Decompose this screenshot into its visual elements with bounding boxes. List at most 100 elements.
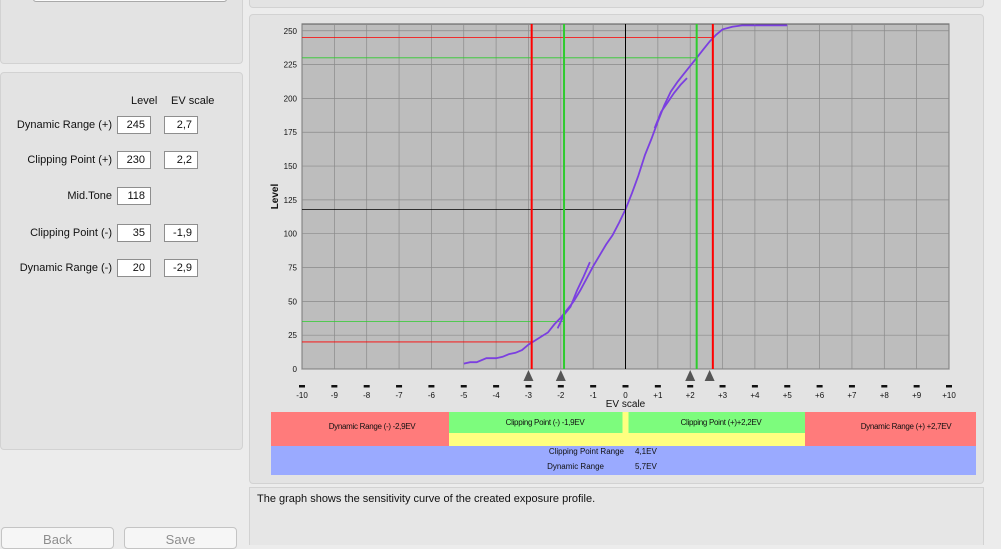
x-tick-mark [363,385,370,388]
x-tick-label: -1 [590,391,598,400]
dynamic-range-plus-band [805,412,976,446]
clipping-point-plus-level-field[interactable]: 230 [117,151,151,169]
x-tick-mark [331,385,338,388]
x-tick-label: -2 [557,391,565,400]
x-tick-label: +4 [750,391,760,400]
level-column-header: Level [131,95,158,107]
x-tick-label: -8 [363,391,371,400]
top-right-strip [249,0,984,8]
clipping-point-minus-band [449,412,623,433]
x-tick-label: -10 [296,391,308,400]
x-tick-mark [557,385,564,388]
description-panel: The graph shows the sensitivity curve of… [249,487,984,545]
y-tick-label: 150 [284,162,298,171]
y-tick-label: 0 [293,365,298,374]
x-tick-mark [751,385,758,388]
x-tick-mark [784,385,791,388]
x-tick-mark [428,385,435,388]
clipping-point-plus-band-label: Clipping Point (+)+2,2EV [681,418,763,427]
x-tick-mark [946,385,952,388]
y-tick-label: 250 [284,27,298,36]
clipping-point-range-band [449,433,805,446]
x-tick-mark [816,385,823,388]
y-tick-label: 175 [284,128,298,137]
marker-triangle [685,370,696,381]
clipping-point-minus-band-label: Clipping Point (-) -1,9EV [506,418,586,427]
x-tick-label: +10 [942,391,956,400]
x-tick-label: +3 [718,391,728,400]
clipping-point-plus-ev-field[interactable]: 2,2 [164,151,198,169]
x-tick-label: +8 [880,391,890,400]
x-tick-label: +1 [653,391,663,400]
y-axis-label: Level [270,183,281,209]
mid-tone-level-field[interactable]: 118 [117,187,151,205]
x-tick-label: 0 [623,391,628,400]
y-tick-label: 75 [288,264,297,273]
x-tick-label: -4 [493,391,501,400]
dynamic-range-band [271,446,976,475]
y-tick-label: 25 [288,331,297,340]
sensitivity-curve [463,24,788,365]
x-tick-mark [881,385,888,388]
y-tick-label: 125 [284,196,298,205]
dynamic-range-minus-ev-field[interactable]: -2,9 [164,259,198,277]
y-tick-label: 225 [284,61,298,70]
dynamic-range-minus-band-label: Dynamic Range (-) -2,9EV [329,422,417,431]
clipping-point-plus-label: Clipping Point (+) [27,154,112,166]
x-tick-mark [299,385,305,388]
x-tick-label: -9 [331,391,339,400]
back-button[interactable]: Back [1,527,114,549]
clipping-point-minus-level-field[interactable]: 35 [117,224,151,242]
x-tick-label: -3 [525,391,533,400]
dynamic-range-value: 5,7EV [635,462,657,471]
clipping-point-minus-label: Clipping Point (-) [30,227,112,239]
marker-triangle [523,370,534,381]
save-button[interactable]: Save [124,527,237,549]
clipping-point-range-label: Clipping Point Range [549,447,625,456]
dynamic-range-label: Dynamic Range [547,462,604,471]
top-left-panel [0,0,243,64]
x-axis-label: EV scale [606,399,646,410]
x-tick-label: -5 [460,391,468,400]
dynamic-range-plus-ev-field[interactable]: 2,7 [164,116,198,134]
x-tick-label: +7 [847,391,857,400]
x-tick-mark [590,385,597,388]
sensitivity-curve [556,261,591,329]
clipping-point-range-value: 4,1EV [635,447,657,456]
clipping-point-center-band [622,412,629,433]
marker-triangle [704,370,715,381]
x-tick-label: -7 [395,391,403,400]
x-tick-mark [848,385,855,388]
dynamic-range-plus-band-label: Dynamic Range (+) +2,7EV [861,422,953,431]
x-tick-mark [719,385,726,388]
y-tick-label: 50 [288,297,297,306]
sensitivity-curve [653,77,688,129]
description-text: The graph shows the sensitivity curve of… [257,493,596,505]
mid-tone-label: Mid.Tone [67,190,112,202]
x-tick-mark [460,385,467,388]
dynamic-range-minus-level-field[interactable]: 20 [117,259,151,277]
x-tick-mark [396,385,403,388]
x-tick-label: +6 [815,391,825,400]
dynamic-range-plus-label: Dynamic Range (+) [16,119,112,131]
x-tick-mark [622,385,629,388]
clipping-point-plus-band [628,412,805,433]
x-tick-label: +9 [912,391,922,400]
x-tick-label: +2 [686,391,696,400]
y-tick-label: 200 [284,94,298,103]
x-tick-label: -6 [428,391,436,400]
x-tick-mark [493,385,500,388]
marker-triangle [555,370,566,381]
dynamic-range-minus-label: Dynamic Range (-) [19,262,112,274]
x-tick-mark [525,385,532,388]
dynamic-range-minus-band [271,412,449,446]
ev-column-header: EV scale [171,95,215,107]
y-tick-label: 100 [284,230,298,239]
clipping-point-minus-ev-field[interactable]: -1,9 [164,224,198,242]
x-tick-mark [913,385,920,388]
dynamic-range-plus-level-field[interactable]: 245 [117,116,151,134]
x-tick-mark [654,385,661,388]
x-tick-label: +5 [783,391,793,400]
x-tick-mark [687,385,694,388]
